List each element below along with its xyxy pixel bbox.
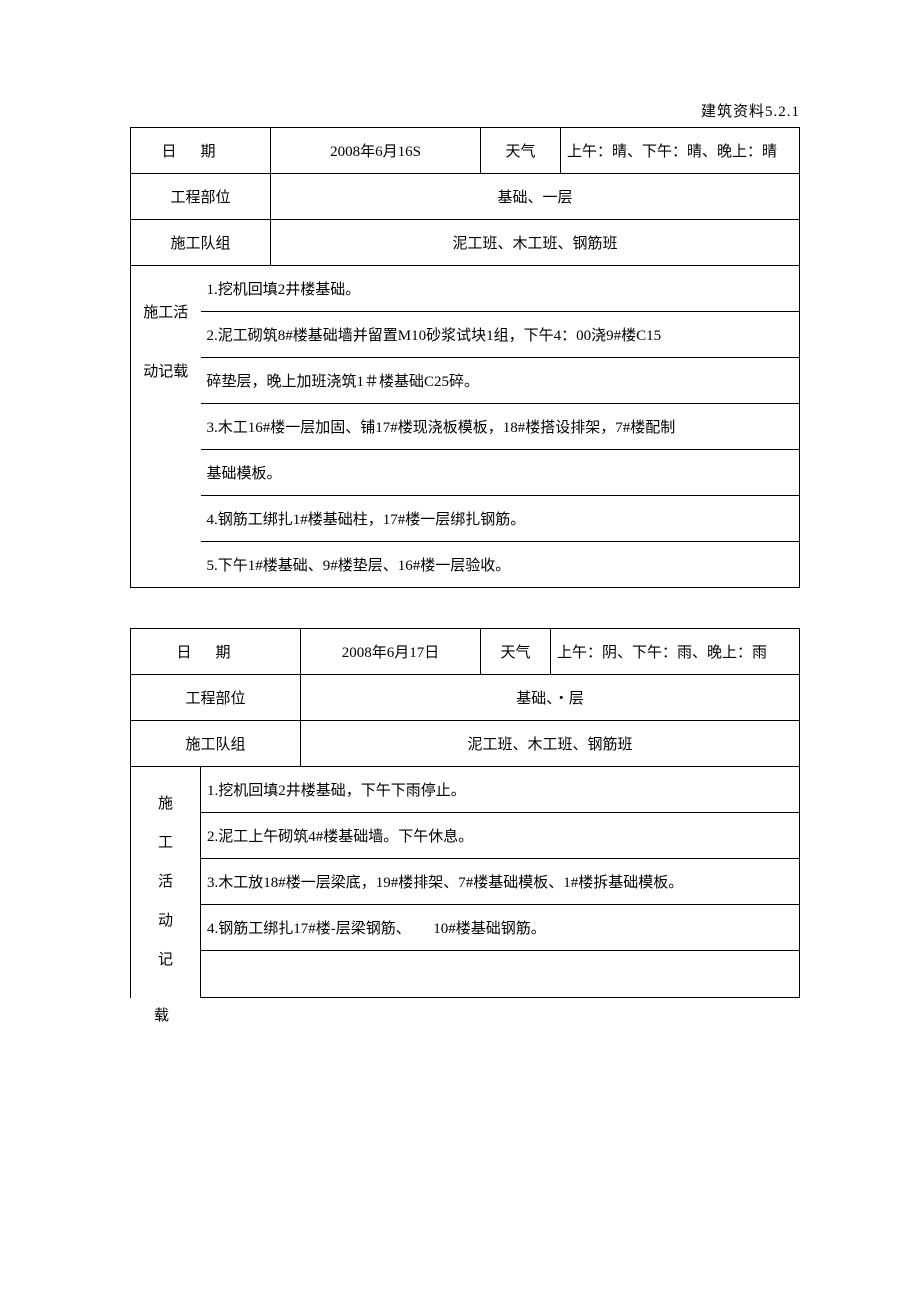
activity-line: 基础模板。 [201, 450, 800, 496]
activity-label-a: 施工活 [131, 266, 201, 358]
doc-code: 建筑资料5.2.1 [130, 100, 800, 121]
activity-line: 4.钢筋工绑扎1#楼基础柱，17#楼一层绑扎钢筋。 [201, 496, 800, 542]
weather-label: 天气 [481, 629, 551, 675]
part-label: 工程部位 [131, 174, 271, 220]
log-table-2: 日期 2008年6月17日 天气 上午：阴、下午：雨、晚上：雨 工程部位 基础、… [130, 628, 800, 998]
weather-value: 上午：晴、下午：晴、晚上：晴 [561, 128, 800, 174]
activity-line: 2.泥工上午砌筑4#楼基础墙。下午休息。 [201, 813, 800, 859]
part-value: 基础、・层 [301, 675, 800, 721]
part-value: 基础、一层 [271, 174, 800, 220]
date-value: 2008年6月16S [271, 128, 481, 174]
date-value: 2008年6月17日 [301, 629, 481, 675]
activity-label-b: 动记载 [131, 358, 201, 588]
team-label: 施工队组 [131, 220, 271, 266]
activity-line: 1.挖机回填2井楼基础，下午下雨停止。 [201, 767, 800, 813]
activity-line: 4.钢筋工绑扎17#楼-层梁钢筋、 10#楼基础钢筋。 [201, 905, 800, 951]
activity-line: 3.木工放18#楼一层梁底，19#楼排架、7#楼基础模板、1#楼拆基础模板。 [201, 859, 800, 905]
weather-value: 上午：阴、下午：雨、晚上：雨 [551, 629, 800, 675]
date-label: 日期 [131, 128, 271, 174]
activity-line: 5.下午1#楼基础、9#楼垫层、16#楼一层验收。 [201, 542, 800, 588]
activity-line: 1.挖机回填2井楼基础。 [201, 266, 800, 312]
team-label: 施工队组 [131, 721, 301, 767]
date-label: 日期 [131, 629, 301, 675]
team-value: 泥工班、木工班、钢筋班 [271, 220, 800, 266]
activity-line: 2.泥工砌筑8#楼基础墙并留置M10砂浆试块1组，下午4：00浇9#楼C15 [201, 312, 800, 358]
weather-label: 天气 [481, 128, 561, 174]
activity-line: 3.木工16#楼一层加固、铺17#楼现浇板模板，18#楼搭设排架，7#楼配制 [201, 404, 800, 450]
activity-line: 碎垫层，晚上加班浇筑1＃楼基础C25碎。 [201, 358, 800, 404]
part-label: 工程部位 [131, 675, 301, 721]
activity-line [201, 951, 800, 998]
team-value: 泥工班、木工班、钢筋班 [301, 721, 800, 767]
activity-label: 施 工 活 动 记 [131, 767, 201, 998]
activity-label-extra: 载 [130, 1004, 800, 1025]
log-table-1: 日期 2008年6月16S 天气 上午：晴、下午：晴、晚上：晴 工程部位 基础、… [130, 127, 800, 588]
